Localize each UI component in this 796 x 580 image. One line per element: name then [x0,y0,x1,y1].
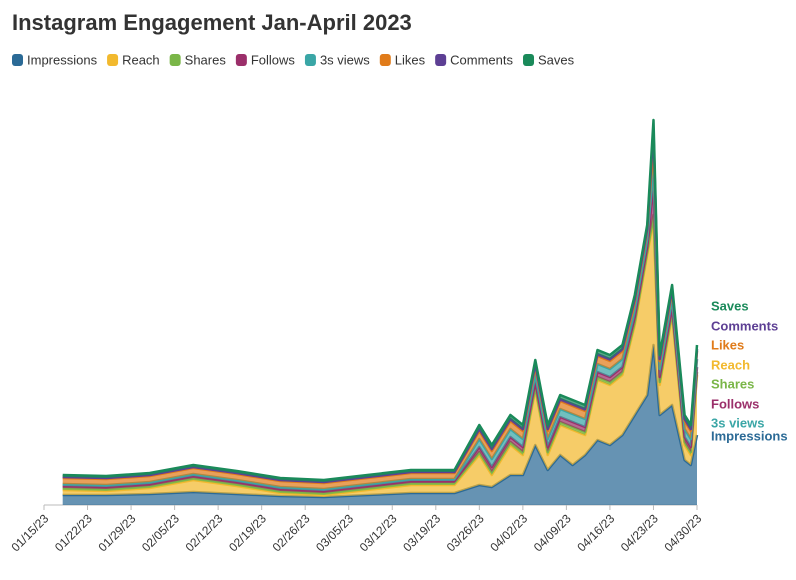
end-label: Impressions [711,428,788,443]
legend-label: Shares [185,52,227,67]
x-tick-label: 03/12/23 [357,511,400,554]
x-tick-label: 03/19/23 [400,511,443,554]
end-label: Shares [711,376,754,391]
x-tick-label: 01/15/23 [8,511,51,554]
x-tick-label: 04/09/23 [531,511,574,554]
legend-label: Follows [251,52,296,67]
legend-label: Likes [395,52,426,67]
end-label: Likes [711,337,744,352]
x-tick-label: 04/30/23 [661,511,704,554]
end-label: Comments [711,318,778,333]
legend-swatch [435,54,447,66]
end-label: Reach [711,357,750,372]
legend-swatch [379,54,391,66]
x-tick-label: 02/19/23 [226,511,269,554]
x-tick-label: 03/05/23 [313,511,356,554]
end-label: Follows [711,396,759,411]
area-fill [62,345,697,505]
legend-swatch [169,54,181,66]
x-tick-label: 01/22/23 [52,511,95,554]
legend-label: Reach [122,52,160,67]
legend-swatch [12,54,23,66]
legend-label: Impressions [27,52,98,67]
x-tick-label: 03/26/23 [444,511,487,554]
legend-swatch [107,54,119,66]
legend-label: 3s views [320,52,370,67]
x-tick-label: 02/12/23 [183,511,226,554]
x-tick-label: 02/05/23 [139,511,182,554]
legend-swatch [304,54,316,66]
area-fill [62,220,697,497]
end-label: 3s views [711,415,765,430]
legend-label: Saves [538,52,575,67]
x-tick-label: 04/23/23 [618,511,661,554]
x-tick-label: 04/02/23 [487,511,530,554]
x-tick-label: 02/26/23 [270,511,313,554]
x-tick-label: 01/29/23 [95,511,138,554]
legend-swatch [523,54,535,66]
end-label: Saves [711,298,749,313]
x-tick-label: 04/16/23 [574,511,617,554]
chart-title: Instagram Engagement Jan-April 2023 [12,10,412,35]
area-line [62,118,699,482]
legend-swatch [235,54,247,66]
legend-label: Comments [450,52,513,67]
